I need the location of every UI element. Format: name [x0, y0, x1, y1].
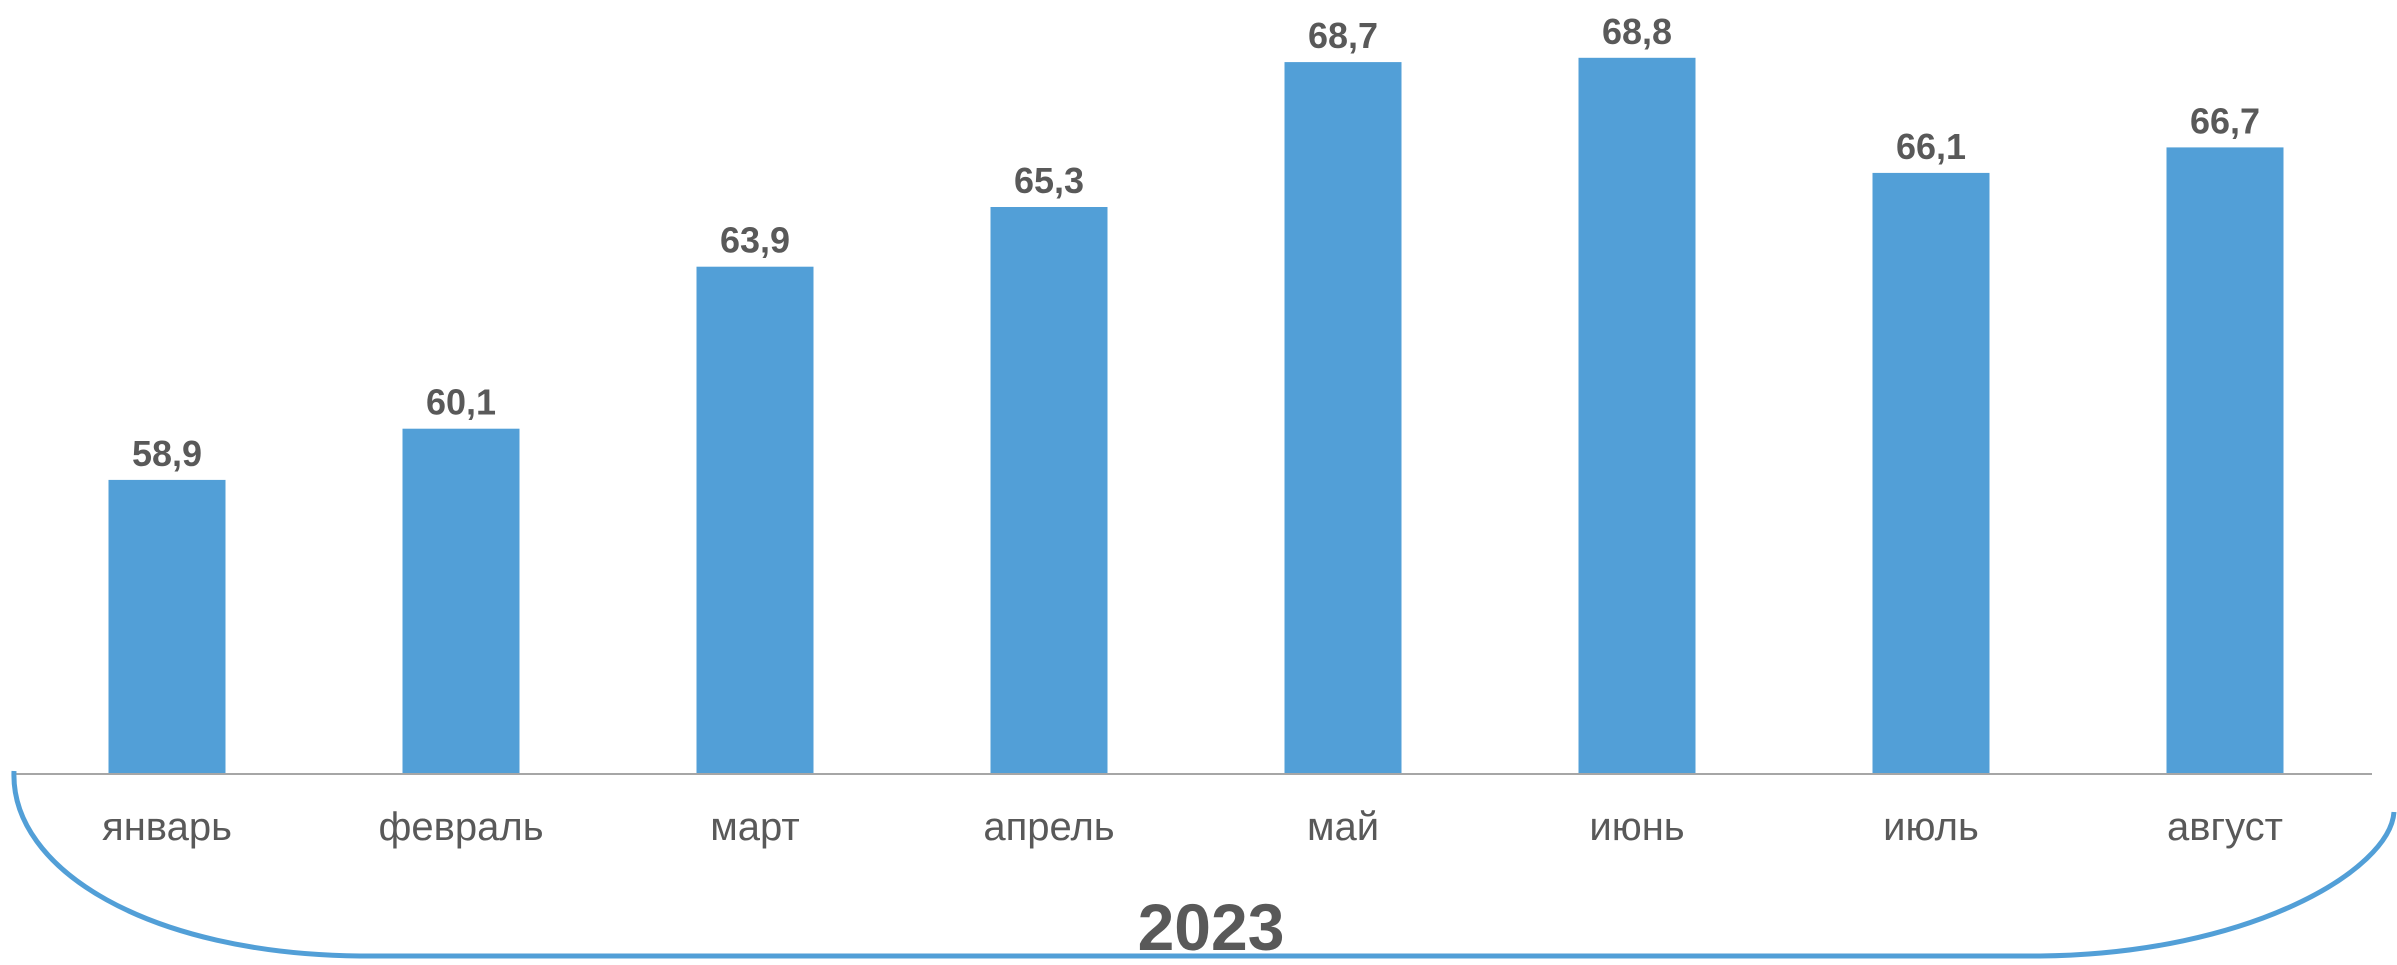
- bar-1: [108, 479, 226, 774]
- data-label-5: 68,7: [1308, 15, 1378, 56]
- data-label-1: 58,9: [132, 433, 202, 474]
- category-label-1: январь: [102, 805, 232, 849]
- year-label: 2023: [1138, 890, 1285, 960]
- category-label-7: июль: [1883, 805, 1979, 849]
- data-label-4: 65,3: [1014, 160, 1084, 201]
- bar-2: [402, 428, 520, 774]
- data-label-2: 60,1: [426, 382, 496, 423]
- bar-8: [2166, 147, 2284, 774]
- category-labels-group: январь февраль март апрель май июнь июль август: [102, 805, 2283, 849]
- bar-4: [990, 207, 1108, 774]
- bars-group: [108, 57, 2284, 775]
- category-label-3: март: [710, 805, 799, 849]
- year-bracket: [11, 770, 2397, 959]
- category-label-8: август: [2167, 805, 2283, 849]
- bar-5: [1284, 62, 1402, 775]
- data-label-3: 63,9: [720, 220, 790, 261]
- category-label-6: июнь: [1589, 805, 1684, 849]
- category-label-4: апрель: [983, 805, 1114, 849]
- category-label-5: май: [1307, 805, 1379, 849]
- bar-7: [1872, 172, 1990, 774]
- bar-6: [1578, 57, 1696, 775]
- bar-3: [696, 266, 814, 774]
- data-label-7: 66,1: [1896, 126, 1966, 167]
- data-label-6: 68,8: [1602, 11, 1672, 52]
- category-label-2: февраль: [378, 805, 543, 849]
- data-label-8: 66,7: [2190, 100, 2260, 141]
- value-labels-group: 58,9 60,1 63,9 65,3 68,7 68,8 66,1 66,7: [132, 11, 2260, 474]
